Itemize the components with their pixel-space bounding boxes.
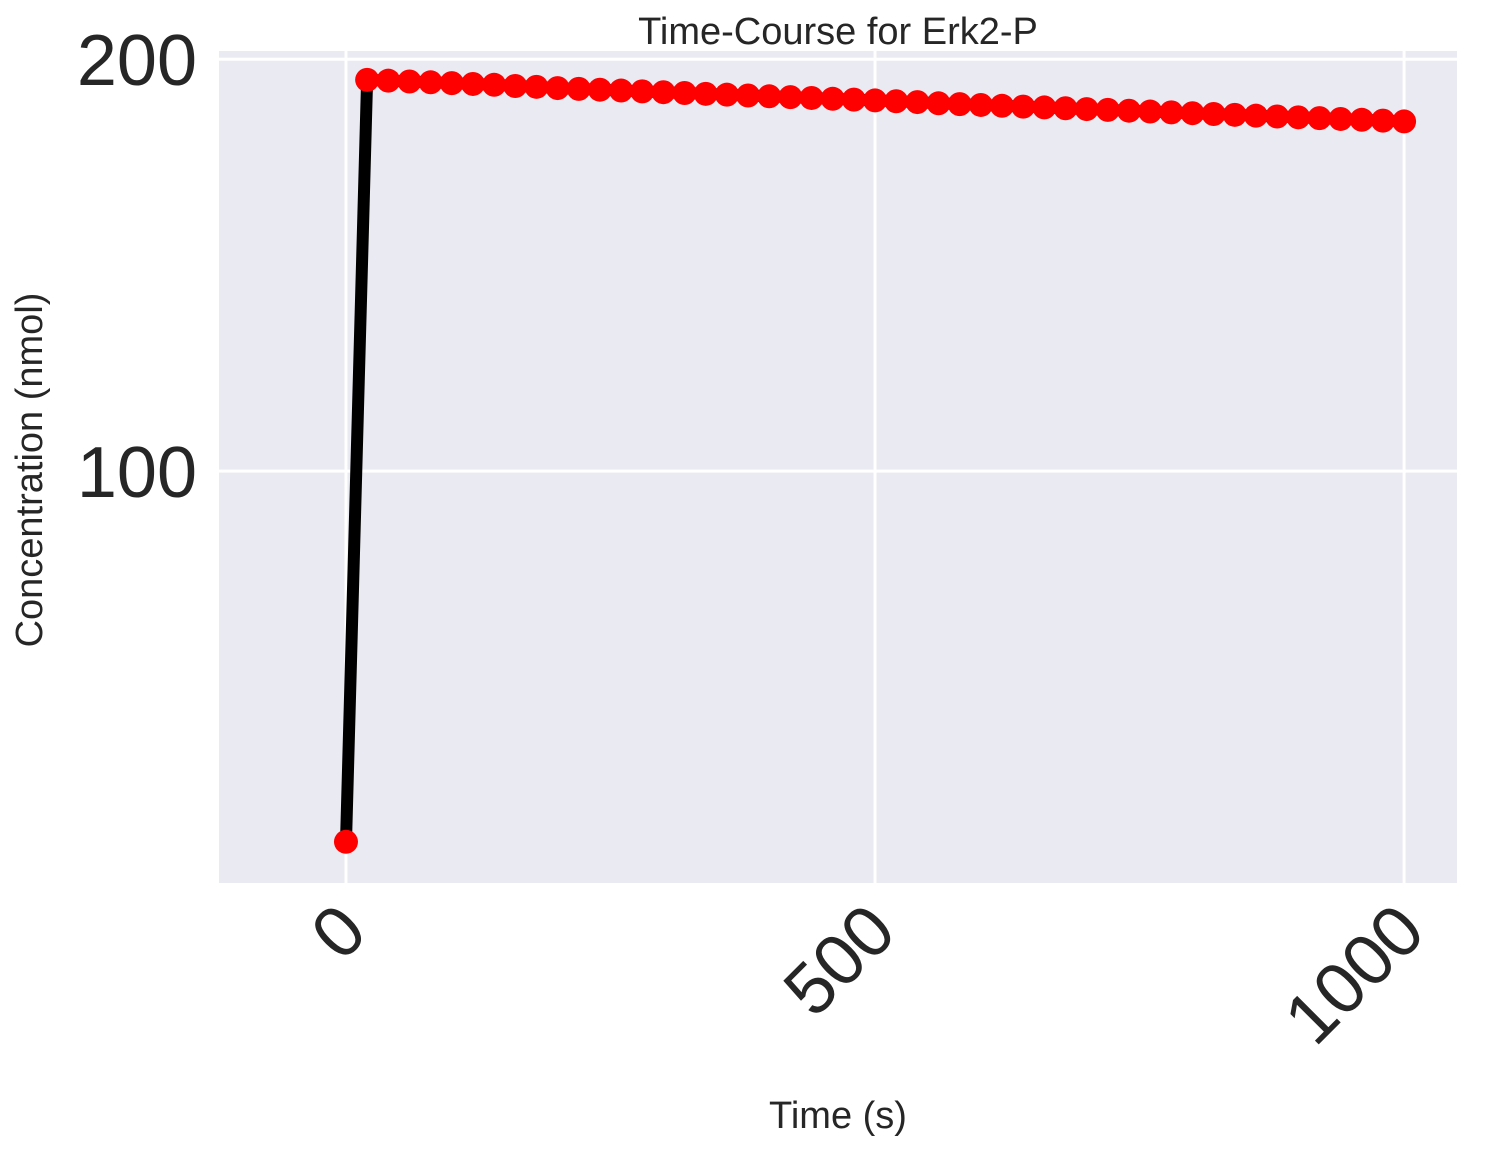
data-point [524,74,549,99]
data-point [884,89,909,114]
data-point [333,829,358,854]
data-point [1095,97,1120,122]
data-point [1116,98,1141,123]
data-point [439,71,464,96]
plot-area [219,51,1457,883]
data-point [397,69,422,94]
data-point [799,85,824,110]
data-point [460,71,485,96]
data-point [1349,107,1374,132]
data-point [905,90,930,115]
data-point [693,81,718,106]
data-point [714,82,739,107]
data-point [609,78,634,103]
data-point [503,74,528,99]
y-tick-label: 100 [77,433,197,513]
data-point [587,77,612,102]
data-point [990,93,1015,118]
data-point [1201,102,1226,127]
data-point [1032,95,1057,120]
data-point [1159,100,1184,125]
chart-title: Time-Course for Erk2-P [638,11,1038,53]
series-layer [333,67,1417,854]
x-tick-label: 0 [296,890,381,975]
data-point [1243,103,1268,128]
data-point [757,84,782,109]
data-point [566,76,591,101]
data-point [630,79,655,104]
x-axis-label: Time (s) [769,1095,907,1137]
x-tick-label: 500 [769,890,911,1032]
data-point [1392,109,1417,134]
data-point [968,92,993,117]
data-point [651,80,676,105]
data-point [1074,97,1099,122]
data-point [1138,99,1163,124]
data-point [820,86,845,111]
data-point [672,81,697,106]
data-point [841,87,866,112]
data-point [1328,106,1353,131]
data-point [736,83,761,108]
data-point [1011,94,1036,119]
data-point [545,76,570,101]
data-point [418,70,443,95]
y-tick-label: 200 [77,21,197,101]
data-point [376,68,401,93]
data-point [926,91,951,116]
data-point [1222,102,1247,127]
data-point [1053,96,1078,121]
data-point [863,88,888,113]
data-point [778,85,803,110]
y-axis-label: Concentration (nmol) [9,293,51,648]
data-point [1370,108,1395,133]
data-point [1265,104,1290,129]
data-point [482,72,507,97]
data-point [355,67,380,92]
x-tick-label: 1000 [1270,890,1440,1060]
data-point [1286,105,1311,130]
data-point [1180,101,1205,126]
data-point [947,92,972,117]
data-point [1307,106,1332,131]
